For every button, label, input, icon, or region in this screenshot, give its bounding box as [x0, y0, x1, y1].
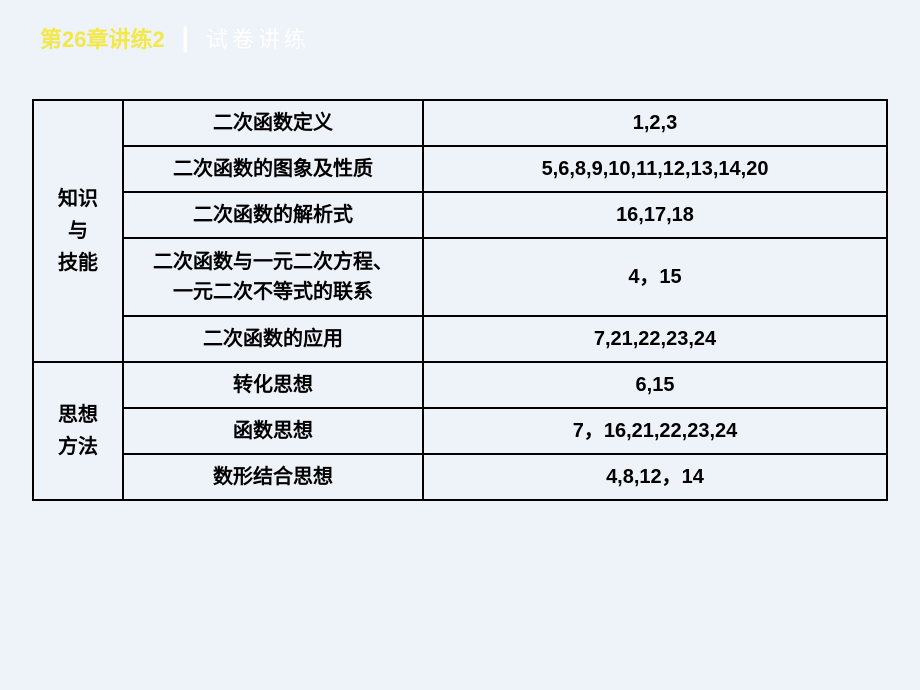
topic-cell: 二次函数定义 — [123, 100, 423, 146]
table-row: 知识与技能 二次函数定义 1,2,3 — [33, 100, 887, 146]
numbers-cell: 16,17,18 — [423, 192, 887, 238]
topic-cell: 二次函数的解析式 — [123, 192, 423, 238]
topic-cell: 二次函数的图象及性质 — [123, 146, 423, 192]
table-row: 函数思想 7，16,21,22,23,24 — [33, 408, 887, 454]
content-table: 知识与技能 二次函数定义 1,2,3 二次函数的图象及性质 5,6,8,9,10… — [32, 99, 888, 501]
topic-cell: 二次函数与一元二次方程、一元二次不等式的联系 — [123, 238, 423, 316]
topic-cell: 二次函数的应用 — [123, 316, 423, 362]
numbers-cell: 7，16,21,22,23,24 — [423, 408, 887, 454]
table-row: 二次函数与一元二次方程、一元二次不等式的联系 4，15 — [33, 238, 887, 316]
numbers-cell: 1,2,3 — [423, 100, 887, 146]
topic-cell: 函数思想 — [123, 408, 423, 454]
numbers-cell: 5,6,8,9,10,11,12,13,14,20 — [423, 146, 887, 192]
numbers-cell: 7,21,22,23,24 — [423, 316, 887, 362]
table-row: 思想方法 转化思想 6,15 — [33, 362, 887, 408]
table-row: 数形结合思想 4,8,12，14 — [33, 454, 887, 500]
numbers-cell: 6,15 — [423, 362, 887, 408]
table-container: 知识与技能 二次函数定义 1,2,3 二次函数的图象及性质 5,6,8,9,10… — [0, 64, 920, 501]
table-row: 二次函数的解析式 16,17,18 — [33, 192, 887, 238]
numbers-cell: 4,8,12，14 — [423, 454, 887, 500]
category-label: 思想方法 — [58, 404, 98, 458]
slide-header: 第26章讲练2 ┃ 试卷讲练 — [0, 0, 920, 64]
category-label: 知识与技能 — [58, 188, 98, 274]
topic-cell: 数形结合思想 — [123, 454, 423, 500]
category-cell: 思想方法 — [33, 362, 123, 500]
table-row: 二次函数的应用 7,21,22,23,24 — [33, 316, 887, 362]
table-row: 二次函数的图象及性质 5,6,8,9,10,11,12,13,14,20 — [33, 146, 887, 192]
topic-text: 二次函数与一元二次方程、一元二次不等式的联系 — [153, 251, 393, 303]
header-subtitle: 试卷讲练 — [206, 22, 310, 54]
chapter-title: 第26章讲练2 — [40, 22, 165, 54]
numbers-cell: 4，15 — [423, 238, 887, 316]
topic-cell: 转化思想 — [123, 362, 423, 408]
category-cell: 知识与技能 — [33, 100, 123, 362]
header-separator: ┃ — [179, 27, 192, 53]
